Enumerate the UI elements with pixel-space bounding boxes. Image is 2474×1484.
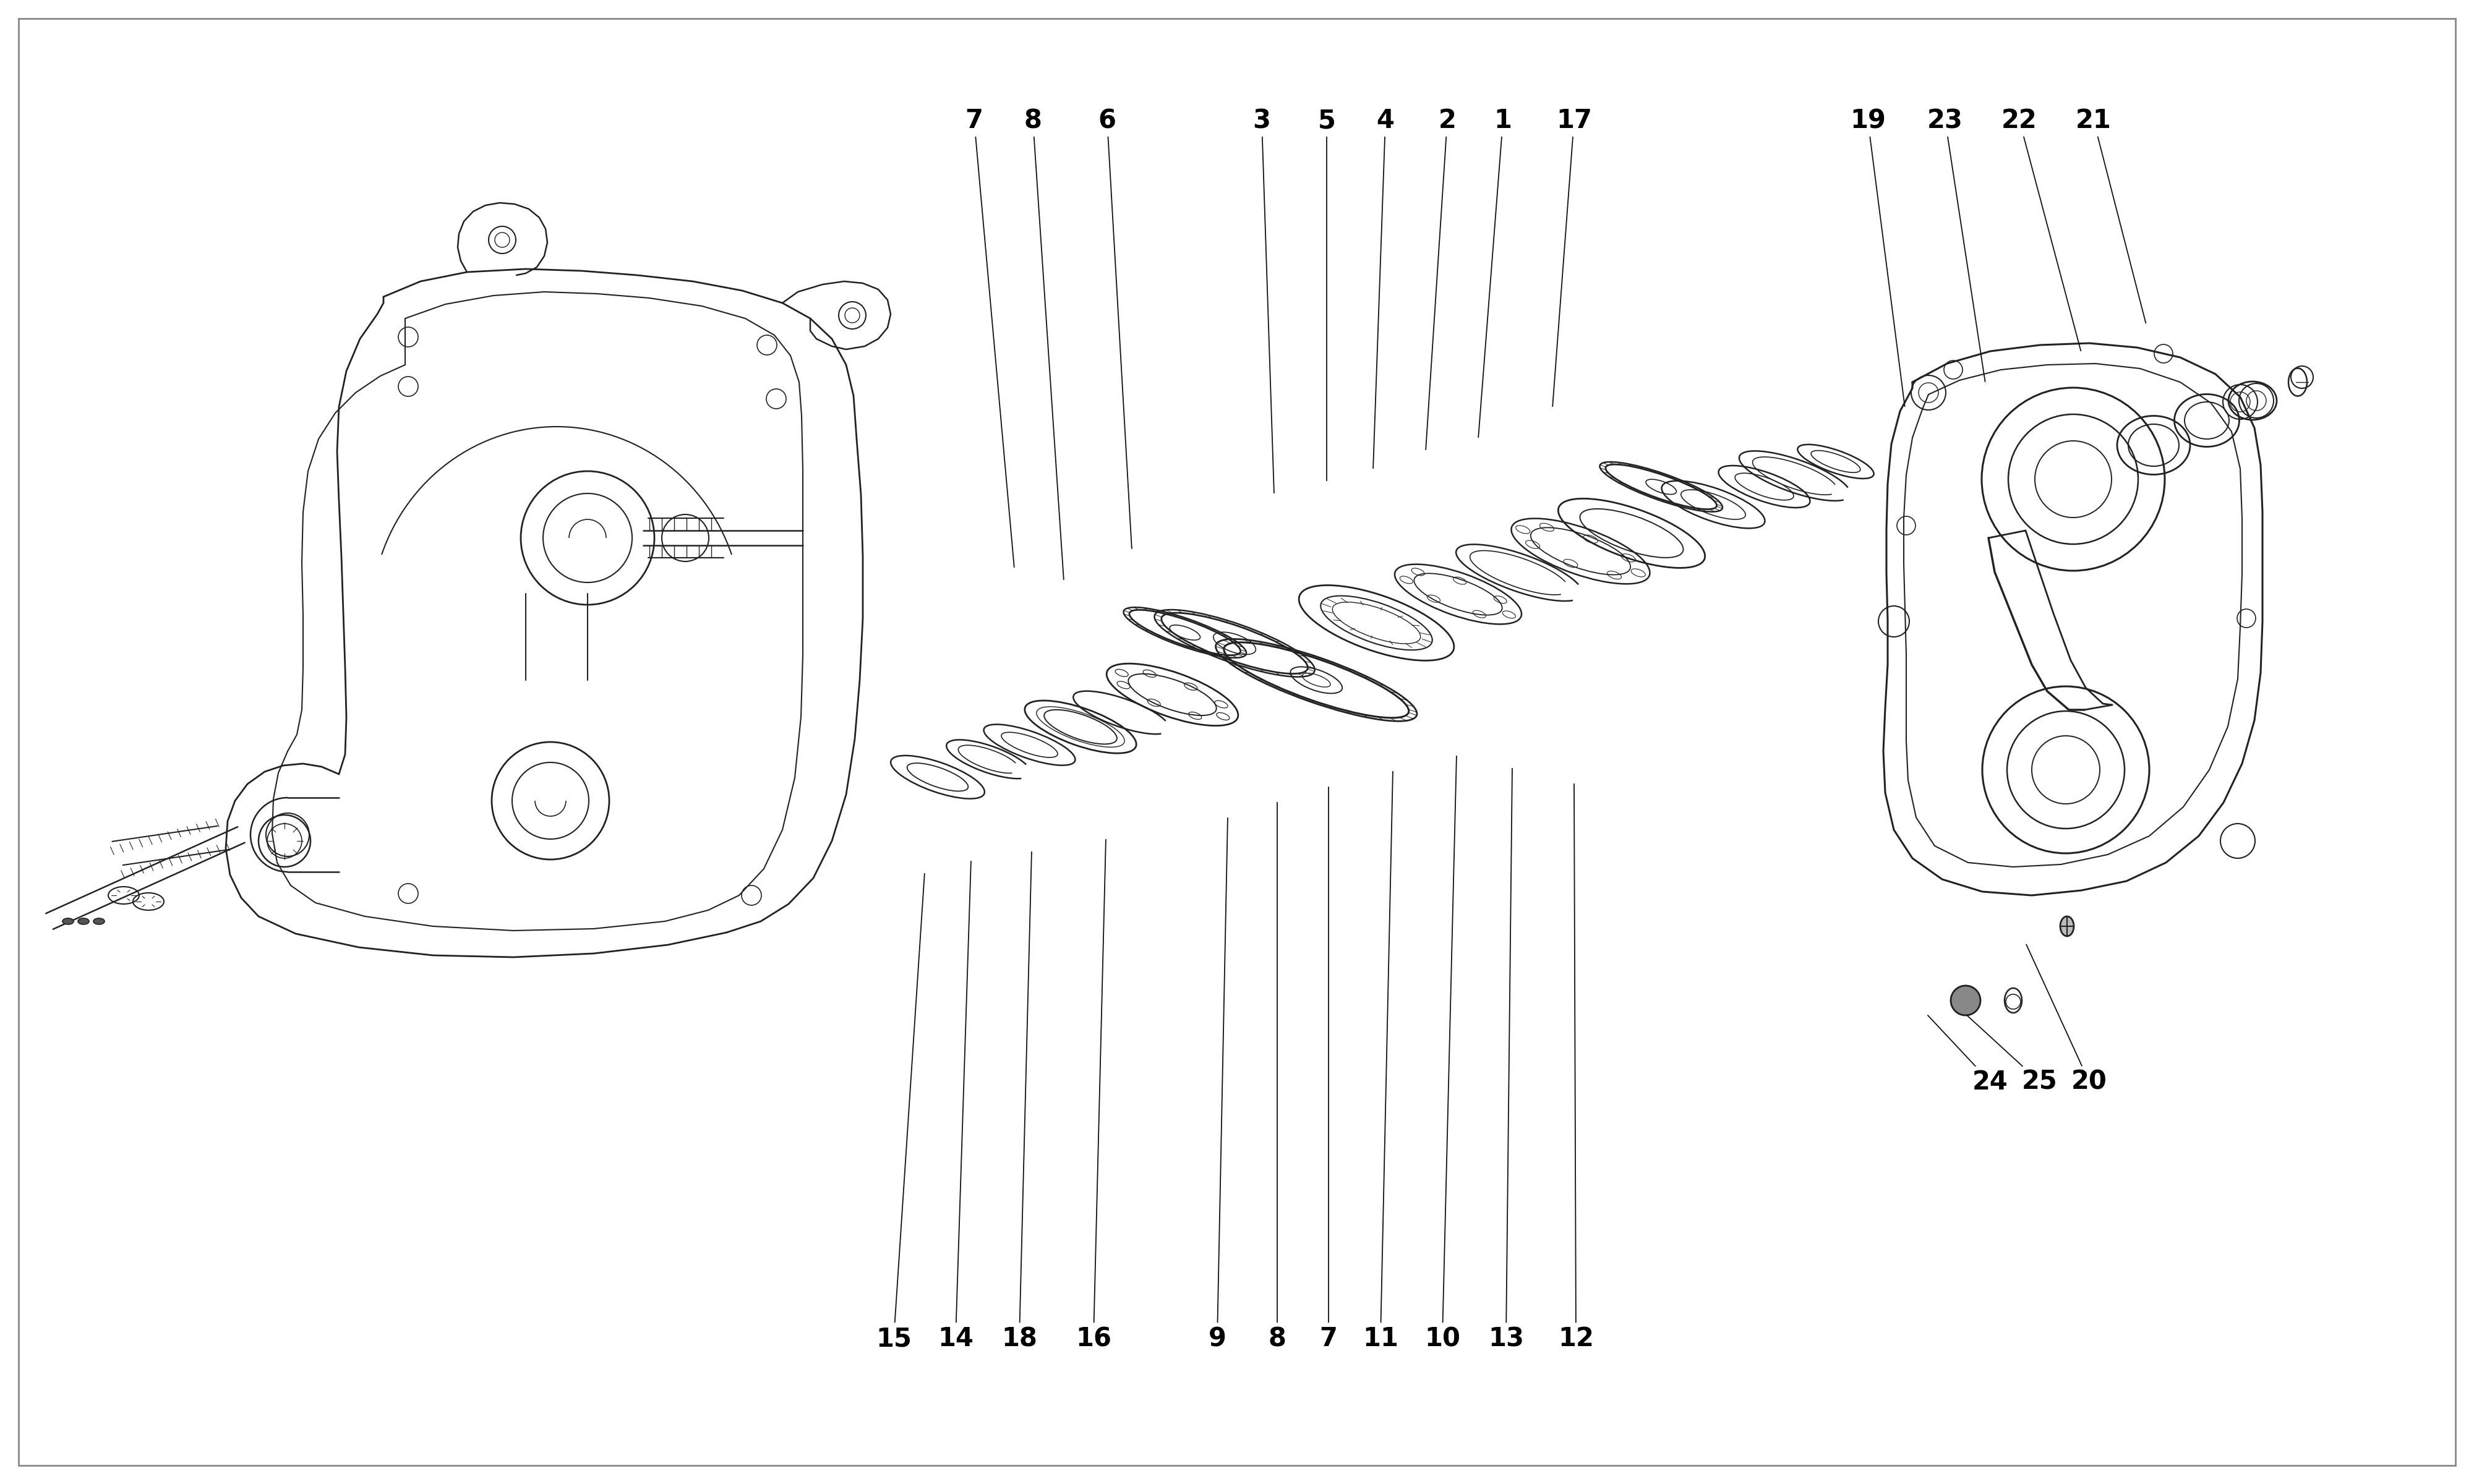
Text: 19: 19 xyxy=(1851,107,1905,407)
Text: 5: 5 xyxy=(1319,107,1336,481)
Text: 13: 13 xyxy=(1489,769,1524,1352)
Ellipse shape xyxy=(2061,916,2073,936)
Text: 9: 9 xyxy=(1207,818,1227,1352)
Text: 8: 8 xyxy=(1269,803,1286,1352)
Text: 10: 10 xyxy=(1425,755,1460,1352)
Text: 18: 18 xyxy=(1002,852,1037,1352)
Text: 23: 23 xyxy=(1927,107,1984,381)
Text: 16: 16 xyxy=(1076,840,1111,1352)
Ellipse shape xyxy=(62,919,74,925)
Text: 1: 1 xyxy=(1479,107,1512,438)
Text: 14: 14 xyxy=(938,861,972,1352)
Circle shape xyxy=(1950,985,1979,1015)
Text: 15: 15 xyxy=(876,874,925,1352)
Text: 6: 6 xyxy=(1098,107,1131,549)
Text: 2: 2 xyxy=(1425,107,1457,450)
Text: 21: 21 xyxy=(2076,107,2145,324)
Text: 20: 20 xyxy=(2026,944,2108,1095)
Text: 25: 25 xyxy=(1967,1015,2058,1095)
Text: 11: 11 xyxy=(1363,772,1398,1352)
Text: 4: 4 xyxy=(1373,107,1395,469)
Ellipse shape xyxy=(94,919,104,925)
Ellipse shape xyxy=(79,919,89,925)
Text: 7: 7 xyxy=(1319,787,1338,1352)
Text: 17: 17 xyxy=(1554,107,1593,407)
Text: 7: 7 xyxy=(965,107,1014,567)
Text: 3: 3 xyxy=(1252,107,1274,493)
Text: 22: 22 xyxy=(2001,107,2081,350)
Text: 8: 8 xyxy=(1024,107,1064,580)
Text: 12: 12 xyxy=(1559,784,1593,1352)
Text: 24: 24 xyxy=(1927,1015,2009,1095)
